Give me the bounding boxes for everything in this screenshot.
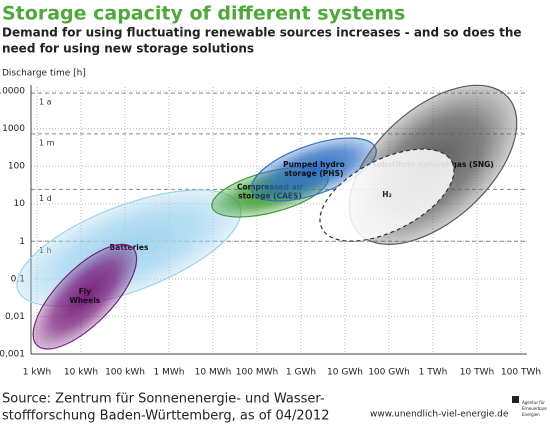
x-tick-label: 100 GWh (368, 368, 410, 378)
y-axis-label: Discharge time [h] (2, 69, 86, 79)
chart-title: Storage capacity of different systems (2, 3, 405, 25)
x-tick-label: 100 MWh (236, 368, 278, 378)
subtitle: Demand for using fluctuating renewable s… (2, 26, 522, 40)
x-tick-label: 10 kWh (64, 368, 98, 378)
x-tick-label: 1 MWh (154, 368, 185, 378)
source: Source: Zentrum für Sonnenenergie- und W… (2, 392, 325, 407)
x-tick-label: 100 kWh (105, 368, 145, 378)
x-tick-label: 1 TWh (419, 368, 448, 378)
x-tick-label: 1 kWh (23, 368, 51, 378)
region-label: Wheels (69, 296, 100, 305)
subtitle: need for using new storage solutions (2, 42, 254, 56)
y-tick-label: 0,001 (0, 350, 25, 360)
source: stoffforschung Baden-Württemberg, as of … (2, 409, 329, 424)
x-tick-label: 10 MWh (195, 368, 232, 378)
region-label: Fly (79, 287, 92, 296)
region (32, 243, 138, 350)
x-tick-label: 10 TWh (460, 368, 494, 378)
reference-label: 1 a (39, 98, 52, 107)
logo-text: Energien (522, 412, 540, 417)
y-tick-label: 1000 (2, 124, 25, 134)
y-tick-label: 10 (14, 199, 26, 209)
reference-label: 1 m (39, 138, 55, 147)
website: www.unendlich-viel-energie.de (370, 410, 509, 420)
x-tick-label: 10 GWh (327, 368, 363, 378)
y-tick-label: 100 (8, 162, 25, 172)
region (319, 148, 455, 242)
y-tick-label: 0,01 (5, 312, 25, 322)
logo-text: Erneuerbare (522, 406, 547, 411)
region-label: Pumped hydro (283, 160, 345, 169)
logo-text: Agentur für (522, 400, 545, 405)
y-tick-label: 1 (19, 237, 25, 247)
region-label: H₂ (382, 190, 392, 199)
x-tick-label: 1 GWh (286, 368, 316, 378)
region-label: storage (PHS) (284, 169, 343, 178)
reference-label: 1 d (39, 194, 52, 203)
logo-mark (512, 396, 519, 403)
x-tick-label: 100 TWh (501, 368, 541, 378)
